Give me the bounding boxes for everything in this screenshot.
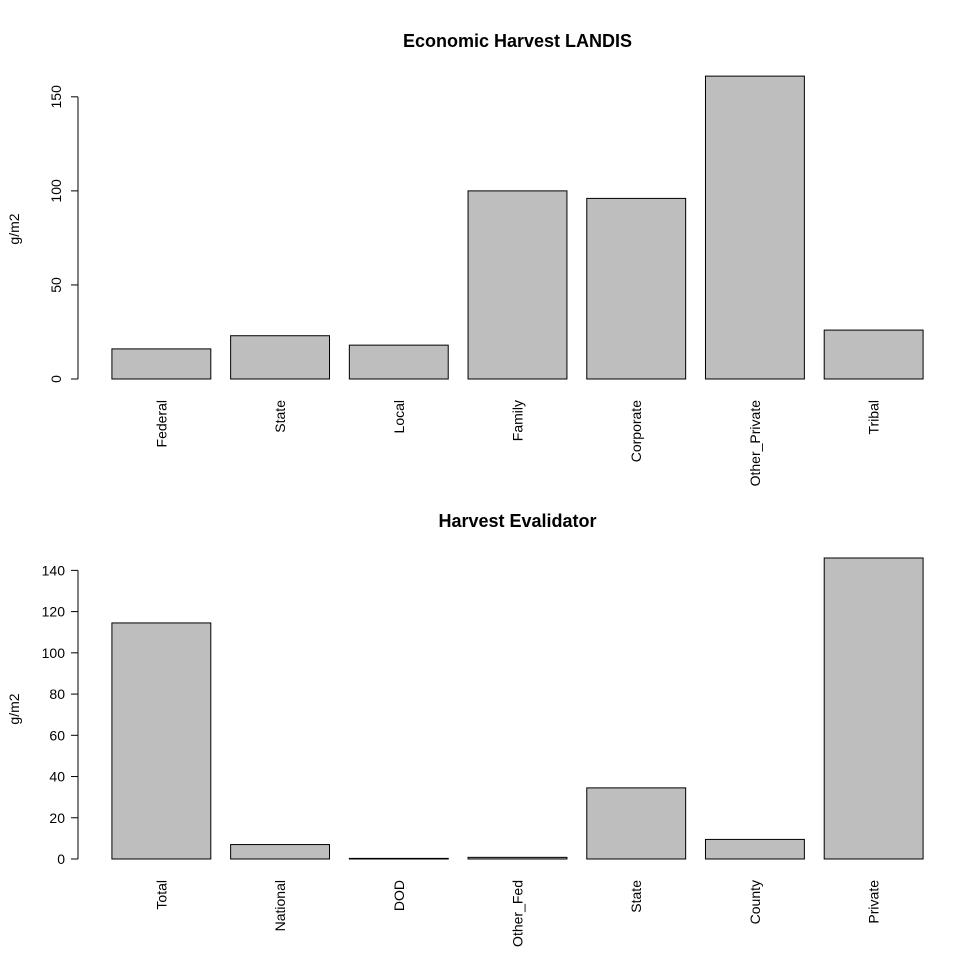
y-tick-label: 0 [57,851,65,867]
category-label: Private [866,880,882,924]
category-label: Total [153,880,169,910]
category-label: Family [510,400,526,441]
y-tick-label: 20 [49,810,65,826]
category-label: DOD [391,880,407,911]
bar-federal [111,348,212,380]
category-label: State [628,880,644,913]
bar-state [230,335,331,380]
bar-tribal [823,329,924,380]
bar-state [586,787,687,860]
bar-private [823,557,924,860]
bar-county [704,838,805,860]
chart-title: Economic Harvest LANDIS [403,31,632,51]
y-tick-label: 100 [48,179,64,203]
bar-corporate [586,197,687,380]
chart-panel-2: Harvest Evalidator g/m2 0 20 40 60 80 100 120 140… [6,511,924,947]
y-tick-label: 120 [42,604,66,620]
chart-title: Harvest Evalidator [438,511,596,531]
bar-other-fed [467,856,568,860]
y-tick-label: 140 [42,562,66,578]
bar-local [348,344,449,380]
category-label: Corporate [628,400,644,462]
bar-national [230,844,331,860]
chart-panel-1: Economic Harvest LANDIS g/m2 0 50 100 150 Fede… [6,31,924,487]
y-tick-label: 50 [48,277,64,293]
category-label: State [272,400,288,433]
bar-other-private [704,75,805,380]
bar-dod [348,857,449,860]
bar-total [111,622,212,860]
category-label: Tribal [866,400,882,435]
y-tick-label: 100 [42,645,66,661]
y-tick-label: 60 [49,727,65,743]
y-axis-label: g/m2 [6,213,22,244]
category-label: Federal [153,400,169,447]
category-label: Local [391,400,407,433]
category-label: County [747,880,763,924]
y-tick-label: 40 [49,769,65,785]
y-tick-label: 0 [48,375,64,383]
category-label: Other_Private [747,400,763,487]
category-label: Other_Fed [510,880,526,947]
y-tick-label: 80 [49,686,65,702]
category-label: National [272,880,288,931]
bar-family [467,190,568,380]
y-axis-label: g/m2 [6,693,22,724]
y-tick-label: 150 [48,85,64,109]
